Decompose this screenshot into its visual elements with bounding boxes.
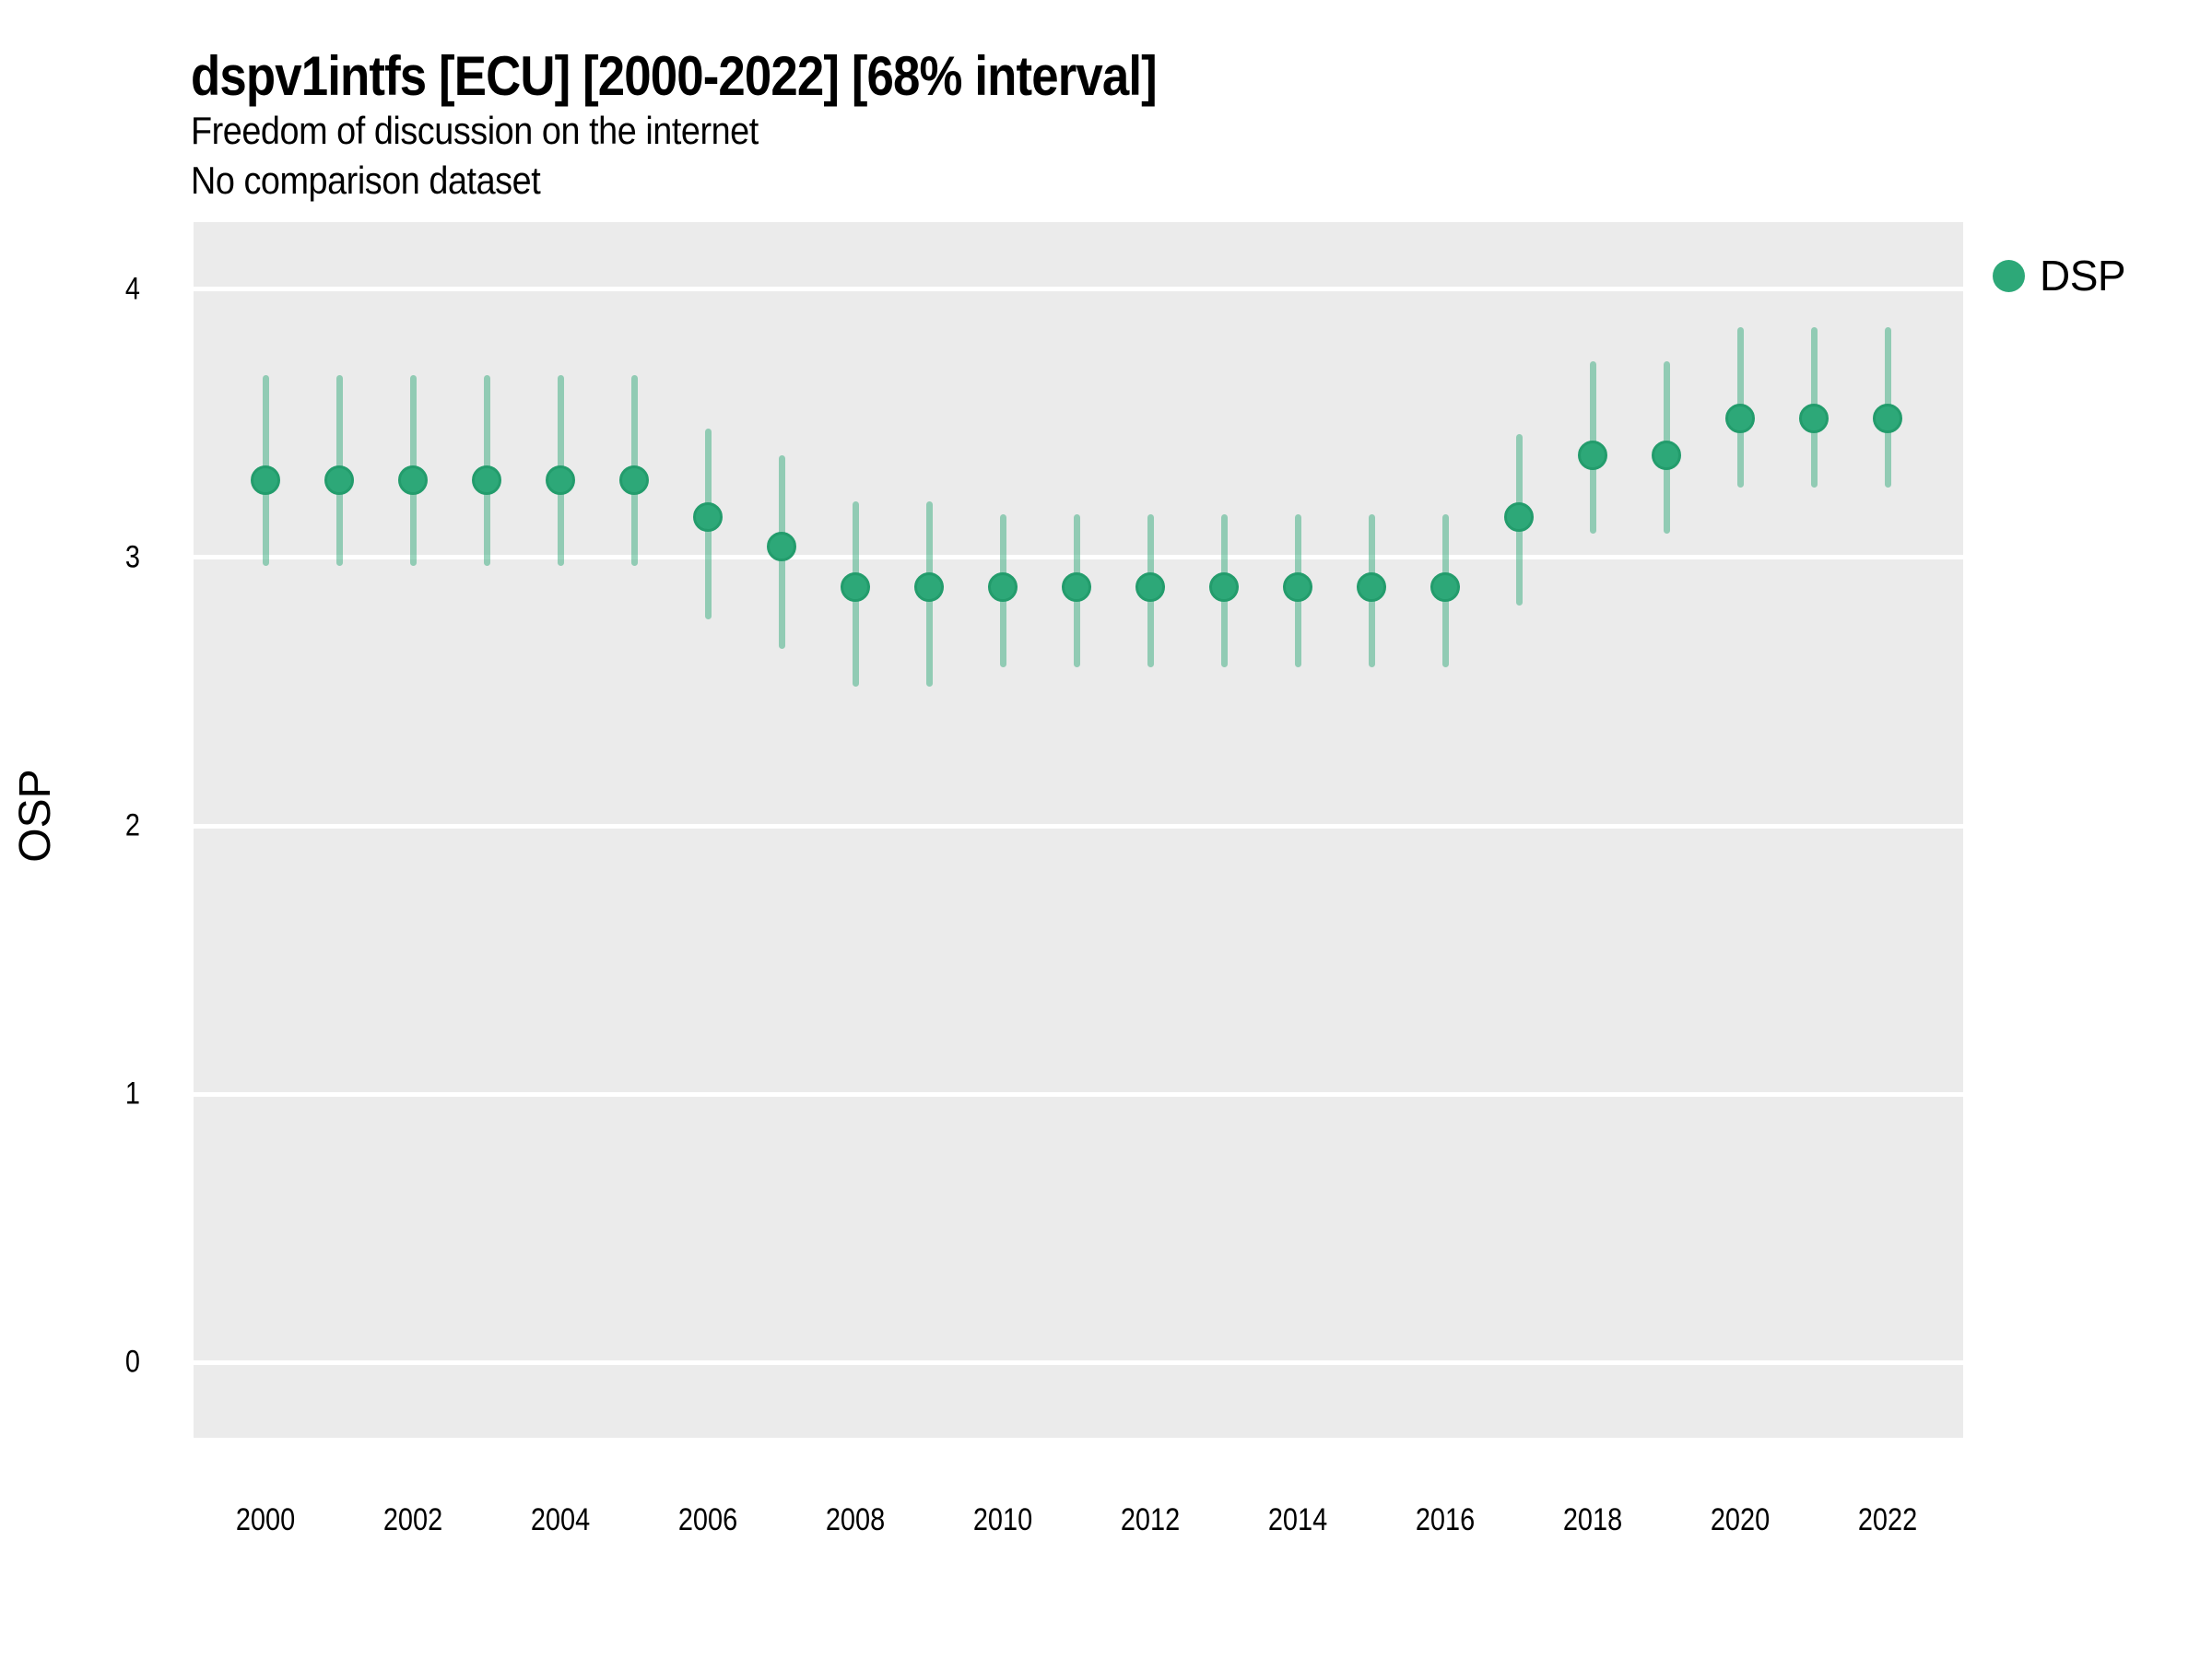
x-tick-label-2002: 2002	[382, 1502, 443, 1537]
y-axis-ticks: 0 1 2 3 4	[0, 222, 140, 1438]
point-2009	[914, 571, 944, 602]
legend-dot-icon	[1993, 259, 2025, 292]
x-tick-label-2022: 2022	[1857, 1502, 1918, 1537]
x-axis-ticks: 2000 2002 2004 2006 2008 2010 2012 2014 2016 2018…	[194, 1502, 1963, 1548]
point-2001	[324, 465, 354, 495]
legend-label: DSP	[2040, 252, 2126, 300]
y-tick-label-2: 2	[124, 807, 140, 843]
x-tick-label-2020: 2020	[1710, 1502, 1771, 1537]
y-tick-label-4: 4	[124, 271, 140, 307]
x-tick-label-2010: 2010	[972, 1502, 1033, 1537]
x-tick-label-2014: 2014	[1267, 1502, 1328, 1537]
gridline-y-4	[194, 287, 1963, 292]
x-tick-label-2016: 2016	[1415, 1502, 1476, 1537]
point-2020	[1725, 403, 1755, 433]
point-2016	[1430, 571, 1460, 602]
point-2012	[1135, 571, 1165, 602]
x-tick-label-2006: 2006	[677, 1502, 738, 1537]
gridline-y-3	[194, 555, 1963, 560]
point-2019	[1652, 441, 1681, 471]
point-2002	[398, 465, 428, 495]
point-2004	[546, 465, 575, 495]
point-2022	[1873, 403, 1902, 433]
y-tick-label-3: 3	[124, 539, 140, 575]
chart-note: No comparison dataset	[191, 159, 541, 202]
plot-panel	[194, 222, 1963, 1438]
x-tick-label-2018: 2018	[1562, 1502, 1623, 1537]
x-tick-label-2012: 2012	[1120, 1502, 1181, 1537]
point-2005	[619, 465, 649, 495]
gridline-y-0	[194, 1359, 1963, 1365]
point-2010	[988, 571, 1018, 602]
x-tick-label-2000: 2000	[235, 1502, 296, 1537]
point-2021	[1799, 403, 1829, 433]
point-2014	[1283, 571, 1312, 602]
gridline-y-2	[194, 823, 1963, 829]
y-tick-label-1: 1	[124, 1076, 140, 1112]
point-2007	[767, 532, 796, 562]
chart-subtitle: Freedom of discussion on the internet	[191, 109, 759, 152]
x-tick-label-2008: 2008	[825, 1502, 886, 1537]
point-2006	[693, 502, 723, 533]
gridline-y-1	[194, 1091, 1963, 1097]
point-2015	[1357, 571, 1386, 602]
point-2008	[841, 571, 870, 602]
y-tick-label-0: 0	[124, 1344, 140, 1380]
x-tick-label-2004: 2004	[530, 1502, 591, 1537]
point-2011	[1062, 571, 1091, 602]
point-2003	[472, 465, 501, 495]
chart-title: dspv1intfs [ECU] [2000-2022] [68% interv…	[191, 45, 1158, 107]
point-2017	[1504, 502, 1534, 533]
point-2013	[1209, 571, 1239, 602]
point-2018	[1578, 441, 1607, 471]
legend: DSP	[1993, 251, 2126, 300]
point-2000	[251, 465, 280, 495]
